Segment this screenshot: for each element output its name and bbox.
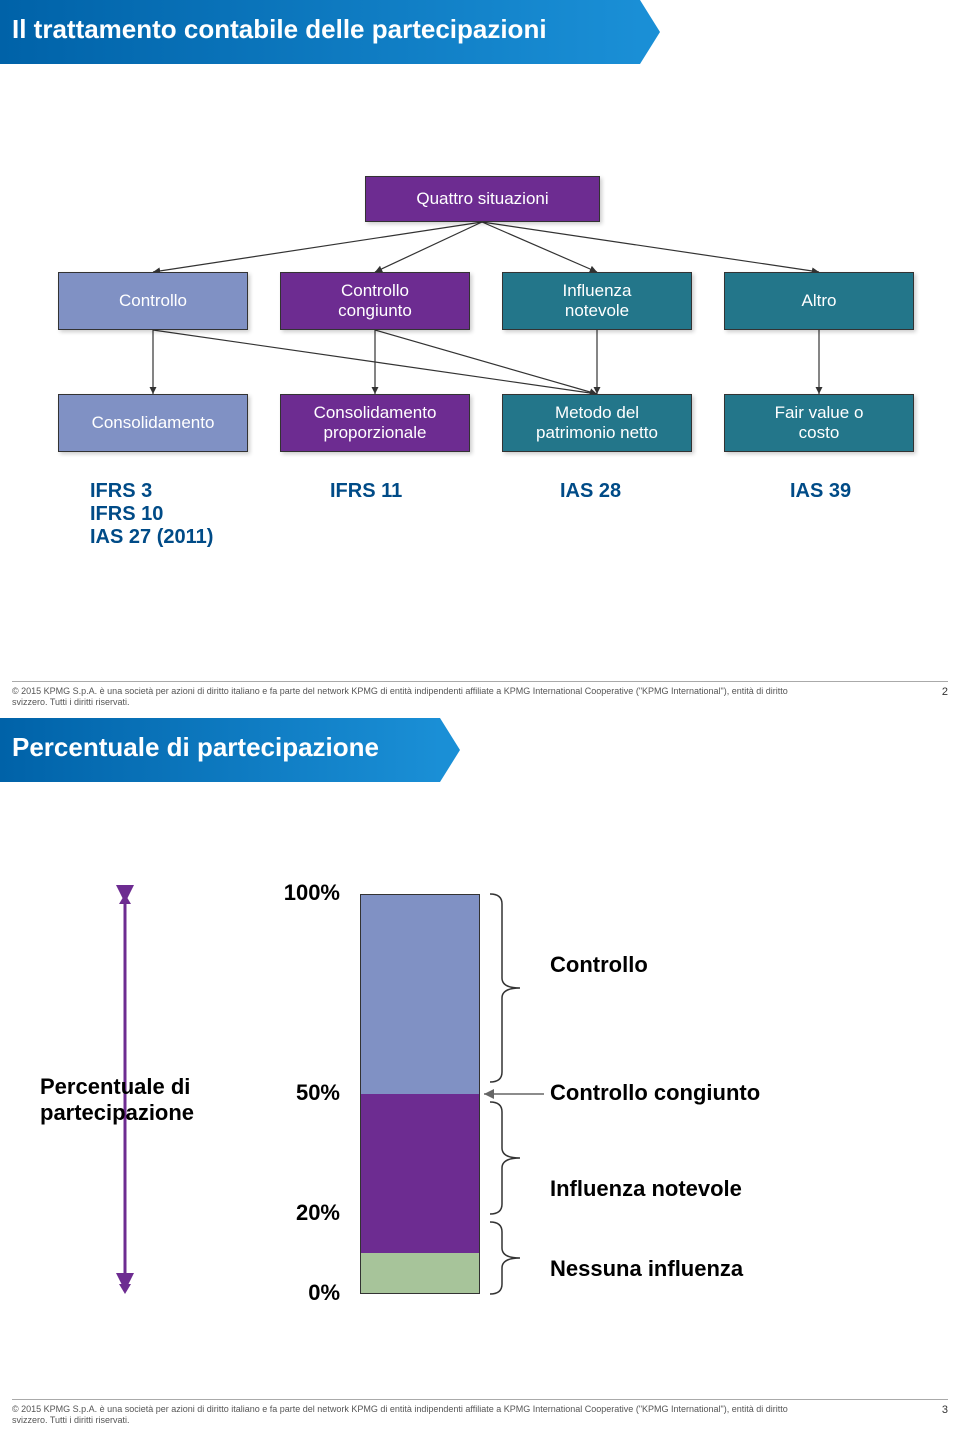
category-label-3: Nessuna influenza xyxy=(550,1256,743,1282)
copyright: © 2015 KPMG S.p.A. è una società per azi… xyxy=(12,1404,812,1427)
node-r3-3: Fair value ocosto xyxy=(724,394,914,452)
axis-label: Percentuale dipartecipazione xyxy=(40,1074,194,1126)
standard-label-1: IFRS 11 xyxy=(330,480,402,503)
node-root: Quattro situazioni xyxy=(365,176,600,222)
bar-segment-0 xyxy=(361,895,479,1094)
title-banner: Percentuale di partecipazione xyxy=(0,718,960,788)
node-r3-1: Consolidamentoproporzionale xyxy=(280,394,470,452)
standard-label-2: IAS 28 xyxy=(560,480,621,503)
node-r2-1: Controllocongiunto xyxy=(280,272,470,330)
copyright: © 2015 KPMG S.p.A. è una società per azi… xyxy=(12,686,812,709)
pct-label-0%: 0% xyxy=(240,1280,340,1306)
bar-segment-1 xyxy=(361,1094,479,1213)
flowchart: Quattro situazioni Controllo Controllocong… xyxy=(0,70,960,570)
node-r3-0: Consolidamento xyxy=(58,394,248,452)
chart-overlay xyxy=(0,788,960,1348)
footer: © 2015 KPMG S.p.A. è una società per azi… xyxy=(12,681,948,709)
bar-segment-2 xyxy=(361,1213,479,1253)
bar-segment-3 xyxy=(361,1253,479,1293)
standard-label-0: IFRS 3IFRS 10IAS 27 (2011) xyxy=(90,480,213,549)
category-label-2: Influenza notevole xyxy=(550,1176,742,1202)
node-r2-3: Altro xyxy=(724,272,914,330)
pct-label-20%: 20% xyxy=(240,1200,340,1226)
page-number: 3 xyxy=(942,1404,948,1427)
pct-label-100%: 100% xyxy=(240,880,340,906)
slide-1: Il trattamento contabile delle partecipa… xyxy=(0,0,960,718)
participation-chart: 100%50%20%0%Percentuale dipartecipazione… xyxy=(0,788,960,1288)
slide-title: Percentuale di partecipazione xyxy=(12,732,379,763)
node-r3-2: Metodo delpatrimonio netto xyxy=(502,394,692,452)
node-r2-2: Influenzanotevole xyxy=(502,272,692,330)
slide-2: Percentuale di partecipazione 100% 50% 20%… xyxy=(0,718,960,1436)
standard-label-3: IAS 39 xyxy=(790,480,851,503)
stacked-bar xyxy=(360,894,480,1294)
footer: © 2015 KPMG S.p.A. è una società per azi… xyxy=(12,1399,948,1427)
category-label-0: Controllo xyxy=(550,952,648,978)
pct-label-50%: 50% xyxy=(240,1080,340,1106)
page-number: 2 xyxy=(942,686,948,709)
category-label-1: Controllo congiunto xyxy=(550,1080,760,1106)
title-banner: Il trattamento contabile delle partecipa… xyxy=(0,0,960,70)
slide-title: Il trattamento contabile delle partecipa… xyxy=(12,14,547,45)
node-r2-0: Controllo xyxy=(58,272,248,330)
